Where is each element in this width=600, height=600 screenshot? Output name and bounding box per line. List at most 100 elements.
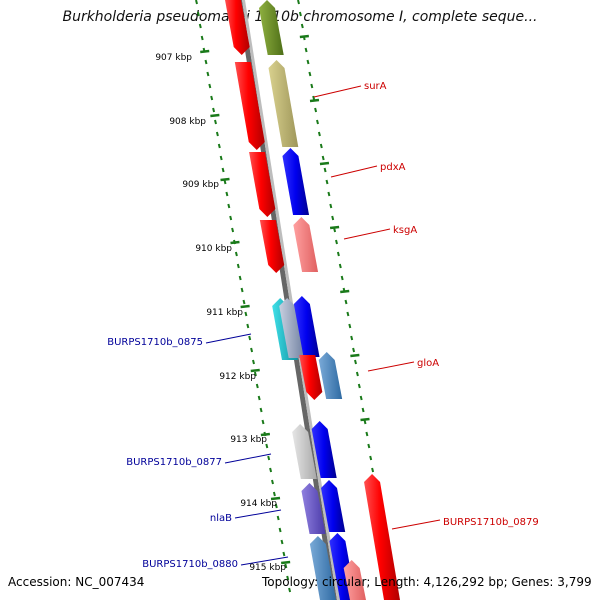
- gene-feature[interactable]: [293, 296, 320, 357]
- gene-feature[interactable]: [293, 217, 319, 272]
- gene-labels: surA pdxA ksgA gloA BURPS1710b_0879 BURP…: [107, 81, 539, 570]
- tick-dot: [252, 359, 255, 365]
- leader-line: [224, 453, 272, 464]
- gene-track: [225, 0, 400, 600]
- gene-feature[interactable]: [321, 480, 346, 532]
- gene-feature[interactable]: [279, 298, 305, 358]
- gene-feature[interactable]: [259, 0, 284, 55]
- gene-label-left[interactable]: BURPS1710b_0877: [126, 457, 222, 468]
- tick-labels: 907 kbp 908 kbp 909 kbp 910 kbp 911 kbp …: [155, 53, 286, 573]
- tick-dot: [344, 299, 348, 305]
- gene-label-left[interactable]: nlaB: [210, 513, 232, 524]
- gene-label-right[interactable]: gloA: [417, 358, 439, 369]
- tick-dot: [317, 131, 321, 137]
- tick-dot: [219, 155, 223, 161]
- tick-major: [230, 240, 240, 245]
- gene-feature[interactable]: [364, 474, 400, 600]
- tick-major: [220, 177, 230, 182]
- gene-feature[interactable]: [268, 60, 299, 147]
- tick-major: [319, 161, 330, 166]
- tick-dot: [214, 119, 217, 125]
- tick-dot: [231, 227, 235, 233]
- tick-dot: [298, 11, 302, 17]
- gene-feature[interactable]: [309, 536, 336, 600]
- tick-dot: [314, 107, 318, 113]
- tick-dot: [308, 71, 312, 77]
- tick-dot: [221, 167, 225, 173]
- gene-feature[interactable]: [225, 0, 250, 55]
- gene-feature[interactable]: [301, 483, 326, 534]
- tick-major: [270, 496, 281, 501]
- accession-text: Accession: NC_007434: [8, 575, 145, 589]
- tick-dot: [198, 23, 202, 29]
- gene-label-right[interactable]: pdxA: [380, 162, 406, 173]
- tick-dot: [280, 539, 284, 545]
- tick-dot: [234, 251, 238, 257]
- gene-feature[interactable]: [299, 355, 323, 400]
- tick-dot: [265, 443, 269, 449]
- tick-dot: [369, 455, 373, 461]
- tick-dot: [357, 383, 361, 389]
- tick-dot: [338, 263, 342, 269]
- tick-dot: [217, 143, 221, 149]
- gene-label-left[interactable]: BURPS1710b_0880: [142, 559, 238, 570]
- tick-major: [240, 304, 250, 309]
- tick-dot: [350, 335, 354, 341]
- tick-track: [195, 0, 394, 593]
- tick-major: [250, 368, 260, 373]
- tick-dot: [269, 467, 273, 473]
- tick-dot: [272, 491, 276, 497]
- gene-label-left[interactable]: BURPS1710b_0875: [107, 337, 203, 348]
- gene-feature[interactable]: [292, 424, 317, 479]
- tick-dot: [208, 83, 212, 89]
- gene-feature[interactable]: [259, 220, 285, 273]
- gene-feature[interactable]: [282, 148, 310, 215]
- tick-major: [200, 49, 210, 54]
- tick-dot: [346, 311, 350, 317]
- tick-dot: [367, 443, 371, 449]
- leader-line: [240, 556, 289, 566]
- gene-label-right[interactable]: ksgA: [393, 225, 417, 236]
- tick-dot: [300, 23, 304, 29]
- tick-dot: [336, 251, 340, 257]
- tick-label: 908 kbp: [169, 117, 206, 127]
- tick-dot: [276, 515, 280, 521]
- tick-dot: [348, 323, 352, 329]
- tick-dot: [284, 563, 288, 569]
- gene-label-right[interactable]: surA: [364, 81, 387, 92]
- tick-dot: [321, 155, 325, 161]
- tick-dot: [259, 407, 263, 413]
- gene-feature[interactable]: [311, 421, 337, 478]
- tick-label: 907 kbp: [155, 53, 192, 63]
- tick-dot: [238, 275, 242, 281]
- tick-major: [360, 417, 370, 422]
- gene-feature[interactable]: [249, 152, 276, 217]
- leader-line: [205, 333, 252, 344]
- tick-dot: [274, 503, 278, 509]
- tick-dot: [359, 395, 363, 401]
- tick-dot: [248, 335, 252, 341]
- gene-feature[interactable]: [343, 560, 366, 600]
- tick-dot: [257, 395, 261, 401]
- tick-major: [329, 225, 340, 230]
- tick-dot: [195, 0, 198, 5]
- tick-dot: [244, 311, 248, 317]
- tick-dot: [196, 11, 200, 17]
- tick-dot: [278, 527, 282, 533]
- leader-line: [367, 361, 415, 372]
- gene-feature[interactable]: [234, 62, 265, 150]
- tick-label: 910 kbp: [195, 244, 232, 254]
- tick-dot: [227, 203, 231, 209]
- gene-label-right[interactable]: BURPS1710b_0879: [443, 517, 539, 528]
- tick-dot: [297, 0, 300, 5]
- leader-line: [330, 165, 378, 178]
- tick-dot: [215, 131, 219, 137]
- tick-dot: [261, 419, 265, 425]
- leader-line: [343, 228, 391, 240]
- tick-dot: [282, 551, 286, 557]
- tick-dot: [267, 455, 271, 461]
- tick-dot: [246, 323, 250, 329]
- leader-line: [234, 509, 282, 519]
- gene-feature[interactable]: [318, 352, 343, 399]
- tick-dot: [329, 203, 333, 209]
